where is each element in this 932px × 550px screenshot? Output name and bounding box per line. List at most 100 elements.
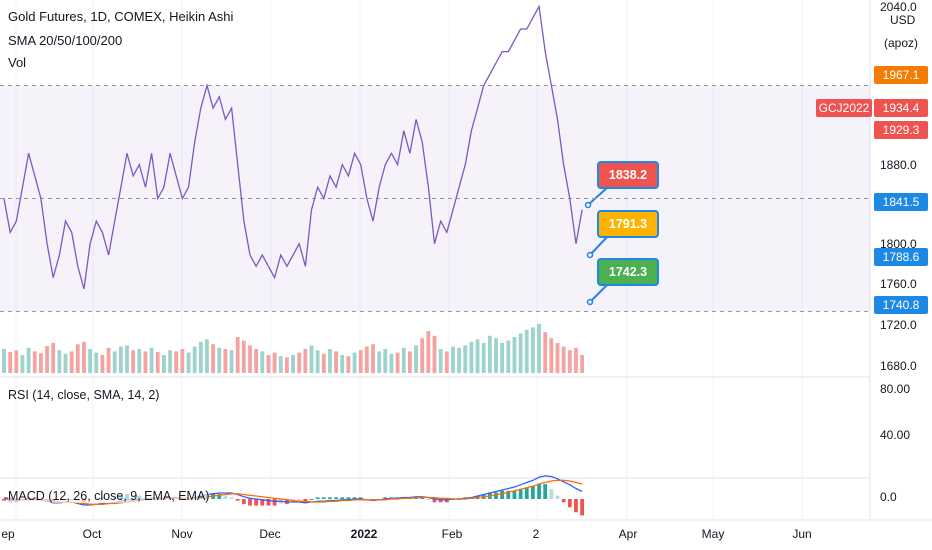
volume-bar: [211, 344, 215, 373]
volume-bar: [260, 351, 265, 373]
price-tick: 1880.0: [880, 158, 917, 172]
volume-bar: [192, 346, 197, 373]
volume-bar: [352, 352, 357, 373]
volume-bar: [358, 350, 363, 373]
volume-bar: [254, 349, 259, 373]
macd-histogram-bar: [217, 494, 222, 499]
macd-histogram-bar: [426, 499, 431, 500]
volume-bar: [549, 338, 554, 373]
last-price-tag-2: 1929.3: [874, 121, 928, 139]
sma-legend[interactable]: SMA 20/50/100/200: [8, 33, 123, 48]
volume-bar: [426, 331, 431, 373]
macd-histogram-bar: [260, 499, 265, 506]
macd-histogram-bar: [512, 490, 517, 499]
macd-histogram-bar: [549, 489, 554, 499]
macd-histogram-bar: [297, 499, 302, 501]
sma20-callout[interactable]: 1838.2: [597, 161, 659, 189]
macd-histogram-bar: [223, 495, 228, 499]
volume-bar: [364, 346, 369, 373]
horizontal-levels: [584, 186, 609, 306]
volume-bar: [444, 351, 449, 373]
time-tick: Apr: [618, 527, 638, 541]
macd-histogram-bar: [309, 499, 314, 500]
volume-bar: [432, 335, 437, 373]
macd-histogram-bar: [334, 497, 338, 499]
volume-bar: [75, 344, 80, 373]
sma100-callout[interactable]: 1742.3: [597, 258, 659, 286]
time-tick-year: 2022: [350, 527, 378, 541]
volume-bar: [371, 344, 375, 373]
macd-histogram-bar: [567, 499, 572, 508]
macd-histogram-bar: [518, 489, 523, 499]
macd-histogram-bar: [254, 499, 259, 506]
macd-histogram-bar: [321, 497, 326, 499]
volume-bar: [506, 340, 511, 373]
macd-histogram-bar: [537, 484, 541, 499]
sma50-callout[interactable]: 1791.3: [597, 210, 659, 238]
volume-bar: [395, 352, 400, 373]
volume-bar: [543, 332, 548, 373]
time-tick: Dec: [259, 527, 281, 541]
volume-bar: [334, 351, 338, 373]
volume-bar: [14, 350, 19, 373]
time-tick: Oct: [82, 527, 102, 541]
callout-anchor: [584, 201, 592, 209]
time-tick: Nov: [171, 527, 193, 541]
rsi-tick: 40.00: [880, 428, 911, 442]
macd-histogram-bar: [420, 497, 425, 499]
macd-histogram-bar: [241, 499, 246, 504]
rsi-legend[interactable]: RSI (14, close, SMA, 14, 2): [8, 388, 160, 402]
volume-bar: [69, 351, 74, 373]
last-price-tag: 1934.4: [874, 99, 928, 117]
volume-bar: [574, 347, 578, 373]
volume-bar: [481, 343, 486, 373]
volume-bar: [272, 352, 277, 373]
volume-bar: [155, 352, 160, 373]
volume-bar: [186, 352, 191, 373]
volume-bar: [51, 343, 56, 373]
volume-bar: [537, 323, 541, 373]
time-tick: Jun: [792, 527, 812, 541]
volume-legend[interactable]: Vol: [8, 55, 27, 70]
volume-bar: [137, 349, 142, 373]
volume-bar: [278, 356, 283, 373]
macd-histogram-bar: [494, 492, 498, 499]
volume-bar: [26, 347, 31, 373]
volume-bar: [57, 350, 62, 373]
volume-bar: [106, 347, 111, 373]
macd-histogram-bar: [432, 499, 437, 503]
volume-bar: [162, 355, 166, 373]
macd-histogram-bar: [500, 490, 505, 499]
volume-bar: [131, 350, 136, 373]
currency-label[interactable]: USD: [890, 13, 916, 27]
volume-bar: [518, 333, 523, 373]
time-tick: May: [701, 527, 725, 541]
volume-bar: [63, 353, 68, 373]
volume-bar: [512, 337, 517, 373]
rsi-line: [3, 4, 583, 290]
volume-bar: [438, 349, 443, 373]
volume-bar: [346, 356, 351, 373]
volume-bar: [580, 355, 584, 373]
macd-histogram-bar: [248, 499, 252, 506]
volume-bar: [82, 341, 86, 373]
macd-tick: 0.0: [880, 490, 897, 504]
macd-legend[interactable]: MACD (12, 26, close, 9, EMA, EMA): [8, 489, 210, 503]
volume-bar: [487, 335, 492, 373]
volume-bar: [401, 347, 406, 373]
volume-bar: [315, 350, 320, 373]
time-tick: 2: [532, 527, 540, 541]
volume-bar: [45, 346, 49, 373]
chart-title: Gold Futures, 1D, COMEX, Heikin Ashi: [8, 9, 234, 24]
macd-histogram-bar: [352, 497, 357, 499]
volume-bar: [32, 351, 37, 373]
volume-bar: [303, 349, 308, 373]
volume-bar: [112, 351, 117, 373]
partial-tick: (apoz): [884, 36, 919, 50]
volume-bar: [383, 349, 388, 373]
volume-bar: [285, 357, 289, 373]
volume-bar: [309, 345, 314, 373]
macd-histogram-bar: [506, 490, 511, 499]
volume-bar: [20, 355, 25, 373]
price-tick: 1720.0: [880, 318, 917, 332]
